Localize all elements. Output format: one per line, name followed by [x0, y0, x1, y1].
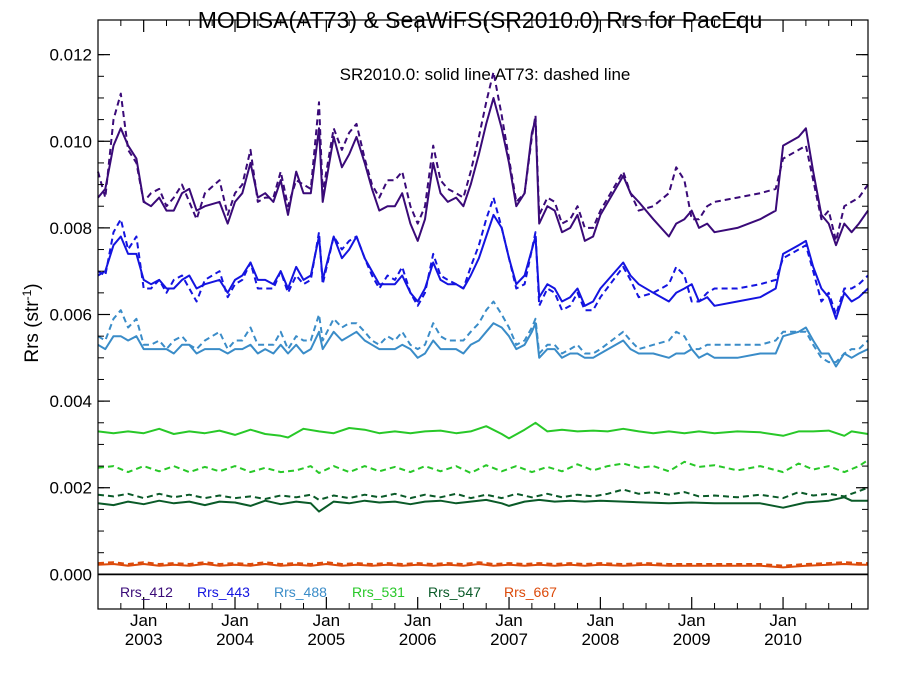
- x-tick-month-label: Jan: [221, 611, 248, 630]
- x-tick-year-label: 2008: [581, 630, 619, 649]
- y-tick-label: 0.000: [49, 565, 92, 584]
- legend-item: Rrs_667: [504, 584, 557, 600]
- legend: Rrs_412 Rrs_443 Rrs_488 Rrs_531 Rrs_547 Rrs_6…: [120, 584, 557, 600]
- series-line-rrs-667: [97, 563, 868, 569]
- series-line-rrs-443-at73: [97, 196, 869, 316]
- series-line-rrs-443: [97, 213, 869, 320]
- x-tick-month-label: Jan: [130, 611, 157, 630]
- series-layer: [97, 71, 869, 569]
- chart-annotation: SR2010.0: solid line AT73: dashed line: [340, 65, 631, 84]
- axes-layer: 0.0000.0020.0040.0060.0080.0100.012Jan20…: [49, 20, 868, 649]
- x-tick-year-label: 2005: [307, 630, 345, 649]
- legend-item: Rrs_412: [120, 584, 173, 600]
- series-line-rrs-412-at73: [97, 71, 869, 242]
- legend-item: Rrs_443: [197, 584, 250, 600]
- x-tick-month-label: Jan: [495, 611, 522, 630]
- x-tick-month-label: Jan: [587, 611, 614, 630]
- y-tick-label: 0.012: [49, 46, 92, 65]
- y-tick-label: 0.010: [49, 132, 92, 151]
- legend-item: Rrs_531: [352, 584, 405, 600]
- x-tick-month-label: Jan: [769, 611, 796, 630]
- series-line-rrs-547-at73: [97, 486, 869, 501]
- y-axis-label-sup: -1: [20, 289, 34, 300]
- plot-frame: [97, 19, 869, 610]
- y-tick-label: 0.004: [49, 392, 92, 411]
- legend-item: Rrs_488: [274, 584, 327, 600]
- x-tick-month-label: Jan: [313, 611, 340, 630]
- series-line-rrs-488: [97, 322, 869, 368]
- x-tick-year-label: 2009: [673, 630, 711, 649]
- series-line-rrs-531: [97, 421, 869, 440]
- x-tick-year-label: 2010: [764, 630, 802, 649]
- y-tick-label: 0.006: [49, 306, 92, 325]
- y-axis-label-text: Rrs (str: [22, 300, 43, 363]
- legend-item: Rrs_547: [428, 584, 481, 600]
- y-tick-label: 0.002: [49, 479, 92, 498]
- y-axis-label-close: ): [22, 283, 43, 289]
- series-line-rrs-488-at73: [97, 300, 869, 364]
- series-line-rrs-531-at73: [97, 459, 869, 474]
- series-line-rrs-547: [97, 496, 868, 513]
- y-tick-label: 0.008: [49, 219, 92, 238]
- x-tick-month-label: Jan: [404, 611, 431, 630]
- series-line-rrs-412: [97, 97, 869, 247]
- x-tick-year-label: 2004: [216, 630, 254, 649]
- x-tick-year-label: 2007: [490, 630, 528, 649]
- x-tick-year-label: 2003: [125, 630, 163, 649]
- x-tick-month-label: Jan: [678, 611, 705, 630]
- series-line-rrs-667-at73: [97, 561, 868, 567]
- x-tick-year-label: 2006: [399, 630, 437, 649]
- y-axis-label: Rrs (str-1): [20, 283, 43, 362]
